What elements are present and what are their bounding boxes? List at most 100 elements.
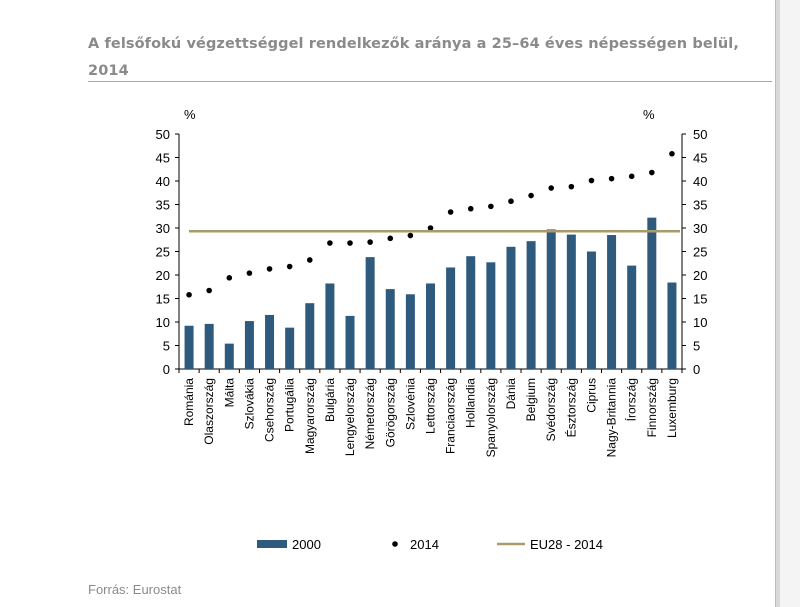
dot	[649, 169, 655, 176]
x-tick-label: Magyarország	[303, 378, 317, 454]
legend-label-2014: 2014	[410, 537, 439, 552]
bar	[526, 241, 536, 369]
dot	[508, 198, 514, 205]
dot	[628, 173, 635, 180]
y-tick-label-left: 15	[156, 292, 170, 307]
dot	[488, 203, 494, 210]
y-tick-label-right: 10	[693, 315, 707, 330]
bar	[285, 327, 295, 369]
dot	[246, 270, 253, 276]
y-tick-label-right: 25	[693, 245, 707, 260]
x-tick-label: Málta	[222, 378, 236, 408]
x-tick-label: Nagy-Britannia	[605, 378, 619, 458]
x-tick-label: Ciprus	[584, 378, 598, 413]
y-tick-label-left: 10	[156, 315, 170, 330]
legend-swatch-2014	[392, 541, 398, 547]
x-tick-labels: Románia Olaszország Málta Szlovákia Csehorsz…	[182, 378, 679, 458]
x-tick-label: Szlovénia	[403, 378, 417, 430]
x-tick-label: Görögország	[383, 378, 397, 447]
x-tick-label: Spanyolország	[484, 378, 498, 457]
x-tick-label: Csehország	[263, 378, 277, 442]
dot	[286, 263, 293, 270]
bar	[466, 256, 476, 369]
bar	[607, 235, 617, 369]
x-tick-label: Észtország	[563, 378, 578, 437]
y-tick-label-left: 45	[156, 151, 170, 166]
dot	[568, 183, 575, 190]
source-note: Forrás: Eurostat	[88, 582, 182, 597]
chart-title: A felsőfokú végzettséggel rendelkezők ar…	[88, 36, 739, 79]
dot	[206, 287, 212, 294]
x-tick-label: Írország	[624, 378, 639, 421]
y-tick-label-right: 45	[693, 151, 707, 166]
dot	[427, 225, 434, 231]
x-tick-label: Szlovákia	[242, 378, 256, 430]
dot	[407, 232, 414, 239]
bar	[224, 343, 234, 369]
y-tick-label-left: 35	[156, 198, 170, 213]
x-tick-label: Belgium	[524, 378, 538, 421]
dot	[588, 177, 595, 184]
bar	[244, 321, 254, 369]
legend-label-eu: EU28 - 2014	[530, 537, 603, 552]
y-tick-label-right: 20	[693, 268, 707, 283]
y-unit-left: %	[184, 107, 196, 122]
dot-series-2014	[186, 150, 675, 298]
x-tick-label: Lengyelország	[343, 378, 357, 456]
bar	[184, 325, 194, 369]
x-tick-label: Svédország	[544, 378, 558, 441]
dot	[367, 239, 373, 245]
dot	[186, 291, 192, 298]
y-tick-label-left: 40	[156, 174, 170, 189]
bar	[365, 257, 375, 369]
bar	[486, 262, 496, 369]
y-tick-label-right: 0	[693, 362, 700, 377]
y-unit-right: %	[643, 107, 655, 122]
x-tick-label: Hollandia	[464, 378, 478, 428]
bar	[566, 234, 576, 369]
dot	[226, 275, 233, 281]
bar	[446, 267, 456, 369]
y-tick-label-left: 5	[163, 339, 170, 354]
legend-swatch-2000	[257, 540, 287, 548]
dot	[266, 266, 273, 272]
y-tick-label-right: 35	[693, 198, 707, 213]
dot	[347, 240, 353, 246]
dot	[608, 175, 615, 182]
x-tick-label: Franciaország	[444, 378, 458, 454]
bar	[305, 303, 315, 369]
title-divider	[88, 81, 772, 82]
bar-series-2000	[184, 217, 677, 369]
bar	[426, 283, 435, 369]
bar	[345, 315, 355, 369]
dot	[327, 240, 333, 246]
bar	[385, 289, 395, 369]
y-tick-label-right: 5	[693, 339, 700, 354]
dot	[467, 205, 474, 212]
x-tick-label: Dánia	[504, 378, 518, 410]
dot	[387, 235, 394, 242]
bar	[647, 217, 657, 369]
y-tick-label-right: 30	[693, 221, 707, 236]
legend-label-2000: 2000	[292, 537, 321, 552]
bar	[405, 294, 415, 369]
window-border	[775, 0, 780, 607]
x-tick-label: Olaszország	[202, 378, 216, 445]
y-tick-label-right: 50	[693, 127, 707, 142]
bar	[627, 265, 637, 369]
x-tick-label: Románia	[182, 378, 196, 426]
y-tick-label-left: 30	[156, 221, 170, 236]
chart-axes: 0 0 5 5 10 10 15 15 20 20 25 25 30 30 35 35 40 40 45 45 50 50…	[156, 107, 708, 377]
dot	[548, 185, 555, 191]
x-tick-label: Luxemburg	[665, 378, 679, 438]
x-tick-label: Lettország	[424, 378, 438, 434]
bar	[325, 283, 335, 369]
y-tick-label-right: 40	[693, 174, 707, 189]
x-tick-label: Finnország	[645, 378, 659, 437]
bar	[265, 314, 275, 369]
y-tick-label-left: 50	[156, 127, 170, 142]
y-tick-label-left: 20	[156, 268, 170, 283]
dot	[528, 192, 534, 199]
dot	[447, 209, 454, 215]
